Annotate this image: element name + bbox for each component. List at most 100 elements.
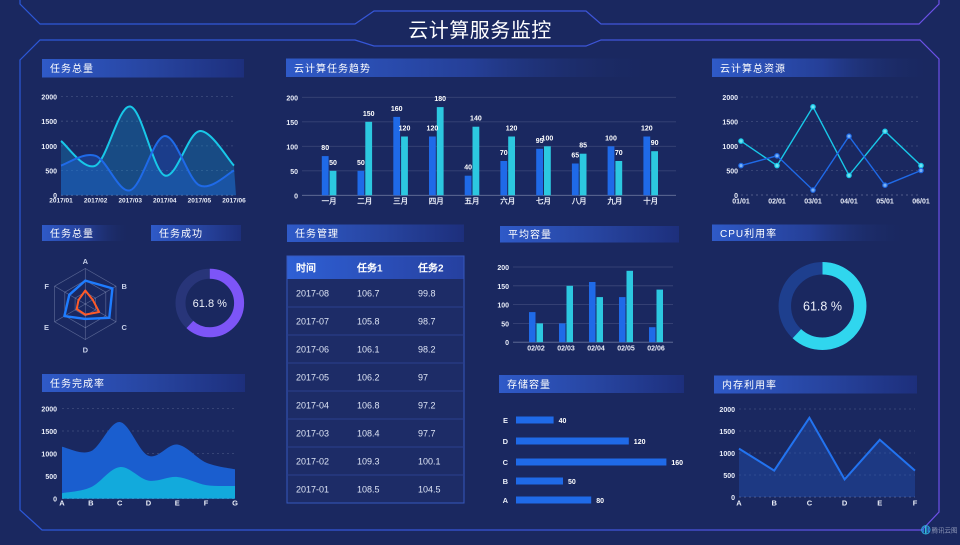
svg-text:02/01: 02/01 bbox=[768, 199, 786, 206]
svg-text:平均容量: 平均容量 bbox=[508, 228, 552, 241]
svg-text:C: C bbox=[503, 458, 509, 467]
svg-text:1000: 1000 bbox=[722, 144, 738, 151]
svg-text:03/01: 03/01 bbox=[804, 199, 822, 206]
svg-text:100: 100 bbox=[542, 135, 554, 142]
svg-text:2017/04: 2017/04 bbox=[153, 198, 177, 205]
svg-text:106.1: 106.1 bbox=[357, 345, 380, 355]
svg-text:D: D bbox=[146, 499, 152, 508]
svg-text:2000: 2000 bbox=[41, 407, 57, 414]
svg-text:2017-07: 2017-07 bbox=[296, 317, 329, 327]
svg-text:2000: 2000 bbox=[41, 95, 57, 102]
svg-text:二月: 二月 bbox=[357, 197, 372, 206]
svg-text:任务2: 任务2 bbox=[417, 262, 444, 275]
svg-text:100: 100 bbox=[605, 135, 617, 142]
svg-text:2017-02: 2017-02 bbox=[296, 457, 329, 467]
svg-text:80: 80 bbox=[596, 498, 604, 505]
svg-text:500: 500 bbox=[45, 169, 57, 176]
svg-text:0: 0 bbox=[505, 340, 509, 347]
svg-text:任务总量: 任务总量 bbox=[50, 62, 94, 75]
svg-text:A: A bbox=[59, 499, 65, 508]
svg-text:B: B bbox=[771, 499, 777, 508]
svg-text:三月: 三月 bbox=[393, 197, 408, 206]
svg-text:02/05: 02/05 bbox=[617, 346, 635, 353]
svg-text:F: F bbox=[44, 282, 49, 291]
svg-text:01/01: 01/01 bbox=[732, 199, 750, 206]
svg-text:02/03: 02/03 bbox=[557, 346, 575, 353]
svg-text:0: 0 bbox=[53, 193, 57, 200]
svg-text:160: 160 bbox=[671, 460, 683, 467]
svg-text:云计算总资源: 云计算总资源 bbox=[720, 62, 786, 75]
svg-text:500: 500 bbox=[45, 474, 57, 481]
svg-text:90: 90 bbox=[651, 140, 659, 147]
svg-text:D: D bbox=[503, 437, 509, 446]
svg-text:06/01: 06/01 bbox=[912, 199, 930, 206]
svg-text:50: 50 bbox=[568, 479, 576, 486]
svg-text:0: 0 bbox=[294, 193, 298, 200]
svg-text:05/01: 05/01 bbox=[876, 199, 894, 206]
svg-text:100.1: 100.1 bbox=[418, 457, 441, 467]
svg-text:C: C bbox=[122, 323, 128, 332]
svg-text:D: D bbox=[83, 346, 89, 355]
svg-text:120: 120 bbox=[634, 439, 646, 446]
svg-text:70: 70 bbox=[615, 150, 623, 157]
svg-text:2017/05: 2017/05 bbox=[188, 198, 212, 205]
svg-text:150: 150 bbox=[286, 120, 298, 127]
svg-text:2017-08: 2017-08 bbox=[296, 289, 329, 299]
svg-text:E: E bbox=[44, 323, 49, 332]
svg-text:2017-05: 2017-05 bbox=[296, 373, 329, 383]
svg-text:A: A bbox=[503, 496, 509, 505]
svg-text:61.8 %: 61.8 % bbox=[803, 299, 842, 313]
svg-text:106.2: 106.2 bbox=[357, 373, 380, 383]
svg-text:腾讯云图: 腾讯云图 bbox=[932, 526, 958, 535]
svg-text:04/01: 04/01 bbox=[840, 199, 858, 206]
svg-text:1000: 1000 bbox=[719, 451, 735, 458]
svg-text:65: 65 bbox=[571, 153, 579, 160]
svg-text:106.8: 106.8 bbox=[357, 401, 380, 411]
svg-text:97: 97 bbox=[418, 373, 428, 383]
svg-text:D: D bbox=[842, 499, 848, 508]
svg-text:150: 150 bbox=[497, 284, 509, 291]
svg-text:B: B bbox=[88, 499, 94, 508]
svg-text:2017-01: 2017-01 bbox=[296, 485, 329, 495]
svg-text:100: 100 bbox=[286, 144, 298, 151]
svg-text:120: 120 bbox=[641, 126, 653, 133]
svg-text:F: F bbox=[204, 499, 209, 508]
svg-text:A: A bbox=[83, 257, 89, 266]
svg-text:120: 120 bbox=[427, 126, 439, 133]
svg-text:0: 0 bbox=[734, 193, 738, 200]
svg-text:2017-04: 2017-04 bbox=[296, 401, 329, 411]
svg-text:95: 95 bbox=[536, 138, 544, 145]
svg-text:99.8: 99.8 bbox=[418, 289, 436, 299]
svg-text:105.8: 105.8 bbox=[357, 317, 380, 327]
svg-text:云计算任务趋势: 云计算任务趋势 bbox=[294, 62, 371, 75]
svg-text:1500: 1500 bbox=[41, 119, 57, 126]
svg-text:任务管理: 任务管理 bbox=[295, 227, 339, 240]
svg-text:61.8 %: 61.8 % bbox=[193, 298, 227, 310]
svg-text:0: 0 bbox=[53, 497, 57, 504]
svg-text:十月: 十月 bbox=[643, 196, 658, 206]
svg-text:E: E bbox=[175, 499, 180, 508]
svg-text:109.3: 109.3 bbox=[357, 457, 380, 467]
svg-text:2017/01: 2017/01 bbox=[49, 198, 73, 205]
svg-text:104.5: 104.5 bbox=[418, 485, 441, 495]
svg-text:E: E bbox=[503, 416, 508, 425]
svg-text:2000: 2000 bbox=[719, 407, 735, 414]
svg-text:任务总量: 任务总量 bbox=[50, 227, 94, 240]
svg-text:F: F bbox=[913, 499, 918, 508]
svg-text:一月: 一月 bbox=[322, 197, 337, 206]
svg-text:40: 40 bbox=[464, 165, 472, 172]
svg-text:500: 500 bbox=[726, 169, 738, 176]
svg-text:B: B bbox=[122, 282, 128, 291]
svg-text:100: 100 bbox=[497, 303, 509, 310]
svg-text:1000: 1000 bbox=[41, 144, 57, 151]
svg-text:存储容量: 存储容量 bbox=[507, 378, 551, 391]
svg-text:A: A bbox=[736, 499, 742, 508]
svg-text:85: 85 bbox=[579, 143, 587, 150]
svg-text:97.7: 97.7 bbox=[418, 429, 436, 439]
svg-text:G: G bbox=[232, 499, 238, 508]
svg-text:四月: 四月 bbox=[429, 197, 444, 206]
svg-text:160: 160 bbox=[391, 106, 403, 113]
svg-text:0: 0 bbox=[731, 495, 735, 502]
svg-text:106.7: 106.7 bbox=[357, 289, 380, 299]
svg-text:140: 140 bbox=[470, 116, 482, 123]
